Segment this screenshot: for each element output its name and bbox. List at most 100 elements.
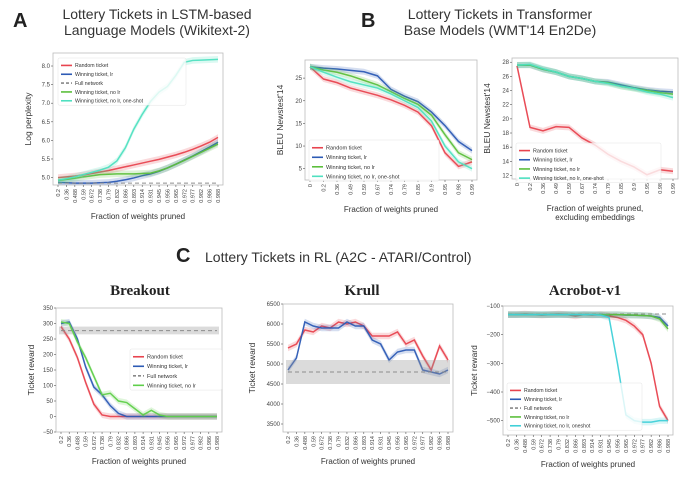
x-tick-label: 0.965 (404, 436, 410, 450)
section-a-title-line1: Lottery Tickets in LSTM-based (62, 6, 252, 22)
section-a-title-line2: Language Models (Wikitext-2) (64, 22, 250, 38)
x-tick-label: 0.9 (632, 183, 638, 191)
legend-box (515, 142, 662, 183)
x-tick-label: 0.893 (582, 439, 588, 453)
y-tick-label: 5 (299, 167, 303, 173)
y-tick-label: 3500 (267, 422, 281, 428)
legend-label: Random ticket (533, 148, 568, 154)
y-tick-label: 26 (502, 74, 509, 80)
y-axis-label: BLEU Newstest'14 (275, 84, 285, 155)
x-tick-label: 0.488 (75, 436, 81, 450)
x-tick-label: 0.945 (387, 436, 393, 450)
x-tick-label: 0.59 (362, 184, 368, 195)
x-tick-label: 0.956 (395, 436, 401, 450)
x-tick-label: 0.738 (328, 436, 334, 450)
x-tick-label: 0.99 (470, 184, 476, 195)
series-line-winning_nolr (57, 143, 219, 182)
x-tick-label: 0.914 (370, 436, 376, 450)
x-tick-label: 0.36 (335, 184, 341, 195)
legend-label: Full network (524, 406, 552, 412)
acrobot-title: Acrobot-v1 (548, 283, 622, 299)
section-b-title: Lottery Tickets in Transformer Base Mode… (390, 6, 610, 38)
x-tick-label: 0.488 (523, 439, 529, 453)
legend-label: Winning ticket, lr (147, 364, 188, 370)
x-tick-label: 0.988 (215, 436, 221, 450)
x-tick-label: 0.931 (149, 189, 155, 203)
y-tick-label: 7.5 (42, 83, 51, 89)
legend-label: Winning ticket, no lr, one-shot (326, 174, 400, 180)
y-tick-label: 6.5 (42, 120, 51, 126)
legend-label: Winning ticket, no lr (533, 167, 580, 173)
x-tick-label: 0.36 (294, 436, 300, 447)
legend: Random ticket Winning ticket, lr Full netw… (129, 348, 223, 391)
x-tick-label: 0.977 (641, 439, 647, 453)
section-b-title-line1: Lottery Tickets in Transformer (407, 6, 593, 22)
series-line-oneshot (309, 66, 473, 170)
series-line-oneshot (516, 63, 674, 99)
y-tick-label: 200 (43, 353, 54, 359)
legend-label: Winning ticket, no lr, one-shot (75, 99, 144, 105)
series-band-oneshot (310, 63, 472, 172)
legend-label: Random ticket (326, 146, 362, 152)
y-tick-label: 5.5 (42, 157, 51, 163)
legend-label: Full network (75, 81, 103, 87)
x-tick-label: 0.972 (182, 436, 188, 450)
y-tick-label: 6.0 (42, 138, 51, 144)
x-tick-label: 0.866 (353, 436, 359, 450)
y-axis-label: Ticket reward (469, 345, 479, 396)
x-axis-label: Fraction of weights pruned (344, 205, 438, 214)
x-tick-label: 0.893 (132, 189, 138, 203)
legend-box (57, 57, 187, 106)
x-tick-label: 0.977 (421, 436, 427, 450)
x-tick-label: 0 (515, 183, 521, 186)
legend-box (308, 139, 440, 182)
x-tick-label: 0.79 (337, 436, 343, 447)
x-tick-label: 0.945 (157, 189, 163, 203)
x-tick-label: 0.931 (149, 436, 155, 450)
y-tick-label: 7.0 (42, 101, 51, 107)
y-axis-label: Ticket reward (247, 342, 257, 393)
x-tick-label: 0.965 (174, 436, 180, 450)
legend: Random ticket Winning ticket, lr Winning t… (515, 142, 662, 183)
x-tick-label: 0.893 (362, 436, 368, 450)
x-tick-label: 0.988 (446, 436, 452, 450)
series-line-winning_lr (309, 66, 473, 152)
x-tick-label: 0.672 (540, 439, 546, 453)
y-tick-label: 16 (502, 145, 509, 151)
x-tick-label: 0.982 (649, 439, 655, 453)
y-tick-label: 20 (502, 117, 509, 123)
legend-label: Winning ticket, no lr (524, 415, 570, 421)
x-tick-label: 0.945 (158, 436, 164, 450)
x-tick-label: 0.738 (548, 439, 554, 453)
x-tick-label: 0.79 (108, 436, 114, 447)
legend-label: Winning ticket, no lr (147, 383, 196, 389)
x-tick-label: 0.67 (376, 184, 382, 195)
x-tick-label: 0.832 (345, 436, 351, 450)
x-axis-label-2: excluding embeddings (555, 213, 635, 222)
y-tick-label: 14 (502, 159, 509, 165)
legend-label: Random ticket (147, 355, 183, 361)
x-tick-label: 0.965 (174, 189, 180, 203)
x-tick-label: 0.956 (166, 436, 172, 450)
acrobot-plot: −500 −400 −300 −200 −100 0.2 0.36 0.488 0.59 0.67… (469, 304, 674, 469)
series-band-random (310, 63, 472, 170)
y-tick-label: 150 (43, 368, 54, 374)
x-tick-label: 0.98 (457, 184, 463, 195)
y-tick-label: −100 (486, 304, 500, 310)
x-tick-label: 0.982 (199, 189, 205, 203)
x-tick-label: 0.982 (429, 436, 435, 450)
y-tick-label: −300 (486, 361, 500, 367)
series-line-random (309, 66, 473, 168)
panel-letter-b: B (361, 10, 376, 32)
x-tick-label: 0.931 (599, 439, 605, 453)
x-axis-label: Fraction of weights pruned (91, 212, 185, 221)
y-tick-label: 5.0 (42, 176, 51, 182)
x-tick-label: 0.986 (208, 189, 214, 203)
x-tick-label: 0.488 (73, 189, 79, 203)
y-tick-label: 25 (295, 76, 302, 82)
y-tick-label: 5500 (267, 342, 281, 348)
x-tick-label: 0.2 (322, 184, 328, 192)
x-tick-label: 0.945 (607, 439, 613, 453)
x-tick-label: 0.95 (443, 184, 449, 195)
